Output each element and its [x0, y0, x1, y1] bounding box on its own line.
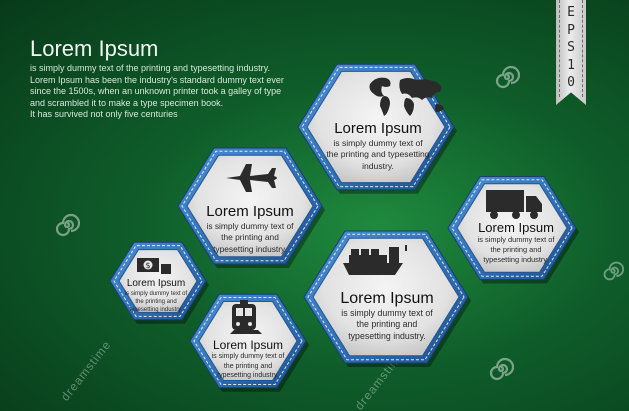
- hex-line: the printing and: [356, 319, 418, 330]
- hex-title: Lorem Ipsum: [340, 290, 434, 307]
- hex-title: Lorem Ipsum: [478, 220, 554, 235]
- hex-line: typesetting industry.: [129, 307, 183, 313]
- hex-line: is simply dummy text of: [206, 221, 294, 231]
- hex-title: Lorem Ipsum: [206, 203, 294, 220]
- badge-letter: P: [567, 22, 575, 38]
- badge-letter: E: [567, 5, 575, 20]
- intro-line: Lorem Ipsum has been the industry's stan…: [30, 74, 284, 85]
- intro-line: since the 1500s, when an unknown printer…: [30, 86, 282, 97]
- hex-label-ship: Lorem Ipsum is simply dummy text of the …: [316, 289, 458, 342]
- truck-icon: [486, 190, 542, 219]
- spiral-icon: [603, 261, 624, 281]
- hex-title: Lorem Ipsum: [212, 338, 284, 352]
- hex-label-world: Lorem Ipsum is simply dummy text of the …: [310, 120, 446, 172]
- hex-line: is simply dummy text of: [341, 308, 433, 318]
- spiral-icon: [495, 65, 520, 89]
- cargo-ship-icon: [343, 245, 407, 275]
- hexagon-train: [189, 293, 309, 392]
- eps10-badge: E P S 1 0: [556, 0, 586, 105]
- hex-line: the printing and: [221, 232, 279, 243]
- world-map-icon: [369, 77, 444, 116]
- hex-label-money: Lorem Ipsum is simply dummy text of the …: [110, 278, 202, 314]
- intro-line: It has survived not only five centuries: [30, 109, 178, 120]
- hex-line: typesetting industry.: [348, 330, 426, 341]
- hexagon-truck: [447, 176, 579, 284]
- hexagon-plane: [177, 147, 325, 268]
- hex-line: is simply dummy text of: [477, 235, 555, 244]
- intro-text-block: Lorem Ipsum is simply dummy text of the …: [30, 36, 320, 121]
- hex-label-plane: Lorem Ipsum is simply dummy text of the …: [186, 203, 314, 255]
- intro-title: Lorem Ipsum: [30, 36, 159, 61]
- hex-line: the printing and typesetting: [326, 149, 430, 160]
- hex-title: Lorem Ipsum: [334, 120, 422, 137]
- spiral-icon: [489, 357, 514, 381]
- hex-line: typesetting industry.: [213, 243, 287, 254]
- intro-body: is simply dummy text of the printing and…: [30, 63, 320, 121]
- hex-line: the printing and: [135, 299, 177, 305]
- badge-letter: 1: [567, 57, 575, 73]
- svg-text:$: $: [145, 261, 150, 270]
- spiral-icon: [55, 213, 80, 237]
- badge-letter: 0: [567, 75, 575, 90]
- airplane-icon: [226, 164, 277, 192]
- hex-line: is simply dummy text of: [333, 138, 423, 148]
- intro-line: and scrambled it to make a type specimen…: [30, 97, 224, 108]
- hex-line: typesetting industry.: [217, 372, 279, 379]
- hex-title: Lorem Ipsum: [126, 278, 186, 289]
- hex-line: the printing and: [223, 362, 273, 370]
- train-icon: [230, 300, 262, 334]
- hex-line: the printing and: [490, 245, 542, 254]
- hex-label-truck: Lorem Ipsum is simply dummy text of the …: [456, 220, 576, 265]
- hex-line: is simply dummy text of: [124, 291, 188, 297]
- hex-line: industry.: [362, 160, 394, 171]
- intro-line: is simply dummy text of the printing and…: [30, 63, 270, 73]
- badge-letter: S: [567, 40, 575, 55]
- hex-line: typesetting industry.: [483, 255, 549, 264]
- hex-label-train: Lorem Ipsum is simply dummy text of the …: [196, 338, 300, 381]
- money-icon: $: [137, 258, 171, 274]
- hex-line: is simply dummy text of: [211, 353, 285, 360]
